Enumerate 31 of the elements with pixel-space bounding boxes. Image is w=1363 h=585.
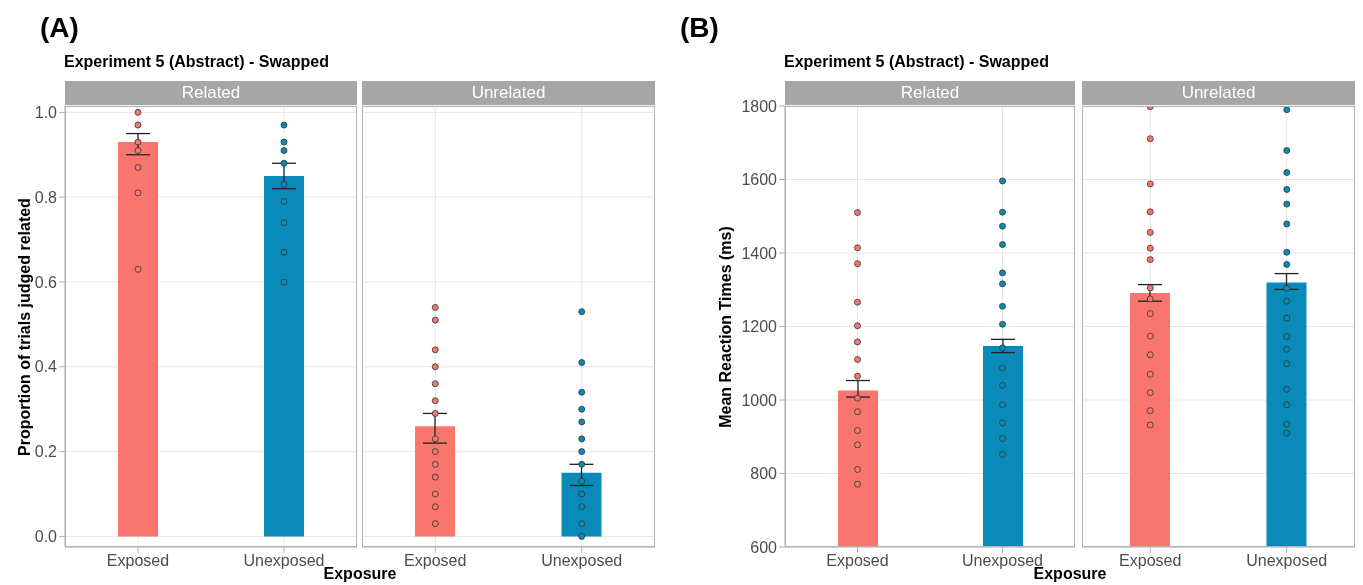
y-tick-label: 800 [750, 465, 778, 483]
text: (A) [40, 12, 79, 44]
y-tick-label: 1400 [741, 244, 778, 262]
y-tick-label: 1000 [741, 391, 778, 409]
chart-subtitle: Related [65, 81, 357, 105]
x-tick-label: Unexposed [243, 552, 325, 570]
y-tick-label: 0.8 [34, 188, 58, 206]
y-tick-label: 1.0 [34, 103, 58, 121]
x-tick-label: Exposed [1119, 552, 1182, 570]
y-tick-label: 1800 [741, 97, 778, 115]
x-tick-label: Exposed [404, 552, 467, 570]
y-tick-label: 1200 [741, 318, 778, 336]
y-tick-label: 600 [750, 538, 778, 556]
chart-subtitle: Unrelated [362, 81, 655, 105]
x-tick-label: Unexposed [541, 552, 623, 570]
y-tick-label: 0.6 [34, 273, 58, 291]
x-axis-title: Exposure [323, 565, 397, 583]
y-tick-label: 1600 [741, 171, 778, 189]
y-axis-title: Proportion of trials judged related [16, 197, 34, 456]
x-tick-label: Exposed [826, 552, 889, 570]
y-axis-title: Mean Reaction Times (ms) [717, 225, 735, 428]
chart-title: Experiment 5 (Abstract) - Swapped [784, 53, 1049, 71]
y-tick-label: 0.2 [34, 443, 58, 461]
chart-subtitle: Related [785, 81, 1075, 105]
text: (B) [680, 12, 719, 44]
x-tick-label: Exposed [106, 552, 170, 570]
x-tick-label: Unexposed [1246, 552, 1328, 570]
chart-title: Experiment 5 (Abstract) - Swapped [64, 53, 329, 71]
chart-subtitle: Unrelated [1082, 81, 1355, 105]
y-tick-label: 0.0 [34, 528, 58, 545]
y-tick-label: 0.4 [34, 358, 58, 376]
